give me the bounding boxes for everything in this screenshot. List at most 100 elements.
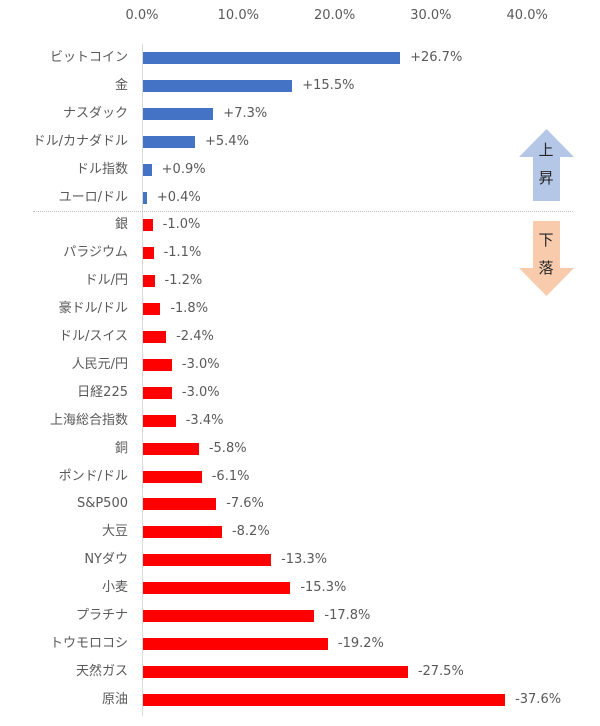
fall-bar bbox=[143, 358, 172, 371]
fall-bar bbox=[143, 665, 408, 678]
bar-row: 小麦 -15.3% bbox=[0, 574, 600, 602]
up-arrow-char-2: 昇 bbox=[538, 169, 554, 187]
bar-row: 原油 -37.6% bbox=[0, 686, 600, 714]
category-label: ドル/スイス bbox=[59, 329, 128, 344]
bar-row: 金 +15.5% bbox=[0, 72, 600, 100]
x-tick-label: 0.0% bbox=[125, 8, 159, 23]
value-label: -3.0% bbox=[181, 356, 220, 372]
bar-row: ドル/カナダドル +5.4% bbox=[0, 128, 600, 156]
bar-row: 天然ガス -27.5% bbox=[0, 658, 600, 686]
value-label: -8.2% bbox=[231, 524, 270, 540]
bar-row: NYダウ -13.3% bbox=[0, 546, 600, 574]
rise-bar bbox=[143, 107, 214, 120]
category-label: パラジウム bbox=[63, 245, 128, 261]
category-label: 小麦 bbox=[101, 580, 128, 596]
bar-row: プラチナ -17.8% bbox=[0, 602, 600, 630]
category-label: 上海総合指数 bbox=[49, 412, 128, 428]
x-tick-label: 20.0% bbox=[313, 8, 356, 23]
category-label: 原油 bbox=[101, 691, 128, 707]
category-label: ナスダック bbox=[62, 105, 128, 121]
value-label: -15.3% bbox=[300, 580, 347, 596]
rise-bar bbox=[143, 191, 147, 204]
bar-row: 銅 -5.8% bbox=[0, 435, 600, 463]
category-label: ユーロ/ドル bbox=[58, 189, 128, 205]
category-label: ビットコイン bbox=[49, 50, 128, 65]
bar-row: 上海総合指数 -3.4% bbox=[0, 407, 600, 435]
fall-bar bbox=[143, 303, 161, 316]
category-label: 銅 bbox=[114, 440, 128, 456]
fall-bar bbox=[143, 554, 272, 567]
bar-row: ドル/スイス -2.4% bbox=[0, 323, 600, 351]
bar-row: パラジウム -1.1% bbox=[0, 239, 600, 267]
rise-bar bbox=[143, 163, 152, 176]
fall-bar bbox=[143, 414, 176, 427]
category-label: プラチナ bbox=[75, 608, 128, 623]
down-arrow-char-2: 落 bbox=[538, 259, 554, 277]
fall-bar bbox=[143, 442, 199, 455]
value-label: +15.5% bbox=[302, 77, 355, 93]
up-arrow-char-1: 上 bbox=[538, 141, 554, 159]
y-axis-line bbox=[142, 44, 143, 716]
value-label: -19.2% bbox=[337, 635, 384, 651]
fall-bar bbox=[143, 637, 328, 650]
category-label: 日経225 bbox=[77, 384, 128, 400]
bar-row: 豪ドル/ドル -1.8% bbox=[0, 295, 600, 323]
bar-row: ドル/円 -1.2% bbox=[0, 267, 600, 295]
value-label: -5.8% bbox=[208, 440, 247, 456]
value-label: -27.5% bbox=[417, 663, 464, 679]
category-label: ドル指数 bbox=[75, 161, 128, 177]
bar-row: 日経225 -3.0% bbox=[0, 379, 600, 407]
rise-bar bbox=[143, 135, 195, 148]
fall-bar bbox=[143, 610, 315, 622]
value-label: -1.1% bbox=[163, 245, 202, 261]
x-tick-label: 10.0% bbox=[217, 8, 259, 23]
bar-row: 人民元/円 -3.0% bbox=[0, 351, 600, 379]
value-label: -6.1% bbox=[211, 468, 250, 484]
value-label: -13.3% bbox=[281, 552, 328, 568]
value-label: +7.3% bbox=[223, 105, 268, 121]
value-label: -37.6% bbox=[515, 691, 562, 707]
rise-bar bbox=[143, 52, 401, 64]
category-label: 金 bbox=[114, 77, 128, 93]
bar-row: 銀 -1.0% bbox=[0, 211, 600, 239]
fall-bar bbox=[143, 470, 202, 483]
category-label: ドル/円 bbox=[84, 273, 128, 289]
fall-bar bbox=[143, 526, 222, 539]
value-label: -2.4% bbox=[176, 329, 214, 344]
fall-bar bbox=[143, 247, 154, 260]
category-label: ドル/カナダドル bbox=[32, 133, 128, 149]
category-label: 豪ドル/ドル bbox=[58, 301, 128, 317]
category-label: 銀 bbox=[114, 217, 128, 233]
value-label: -1.2% bbox=[164, 273, 203, 289]
category-label: NYダウ bbox=[84, 552, 128, 568]
value-label: +0.9% bbox=[161, 161, 206, 177]
up-arrow-icon: 上 昇 bbox=[519, 129, 574, 201]
bar-row: ポンド/ドル -6.1% bbox=[0, 463, 600, 491]
value-label: -7.6% bbox=[226, 496, 264, 512]
fall-bar bbox=[143, 693, 506, 706]
bar-row: S&P500 -7.6% bbox=[0, 490, 600, 518]
bar-row: トウモロコシ -19.2% bbox=[0, 630, 600, 658]
value-label: +5.4% bbox=[205, 133, 249, 149]
value-label: +26.7% bbox=[410, 50, 463, 65]
bar-row: 大豆 -8.2% bbox=[0, 518, 600, 546]
bar-row: ユーロ/ドル +0.4% bbox=[0, 184, 600, 212]
fall-bar bbox=[143, 331, 167, 343]
bar-row: ビットコイン +26.7% bbox=[0, 44, 600, 72]
fall-bar bbox=[143, 219, 153, 232]
fall-bar bbox=[143, 582, 291, 595]
fall-bar bbox=[143, 275, 155, 288]
category-label: ポンド/ドル bbox=[58, 468, 128, 484]
bar-row: ナスダック +7.3% bbox=[0, 100, 600, 128]
x-tick-label: 30.0% bbox=[410, 8, 452, 23]
rise-bar bbox=[143, 79, 293, 92]
value-label: +0.4% bbox=[156, 189, 201, 205]
fall-bar bbox=[143, 386, 172, 399]
rise-fall-divider bbox=[33, 211, 573, 212]
value-label: -1.0% bbox=[162, 217, 201, 233]
down-arrow-icon: 下 落 bbox=[519, 221, 574, 296]
x-tick-label: 40.0% bbox=[506, 8, 548, 23]
value-label: -17.8% bbox=[324, 608, 371, 623]
bar-row: ドル指数 +0.9% bbox=[0, 156, 600, 184]
